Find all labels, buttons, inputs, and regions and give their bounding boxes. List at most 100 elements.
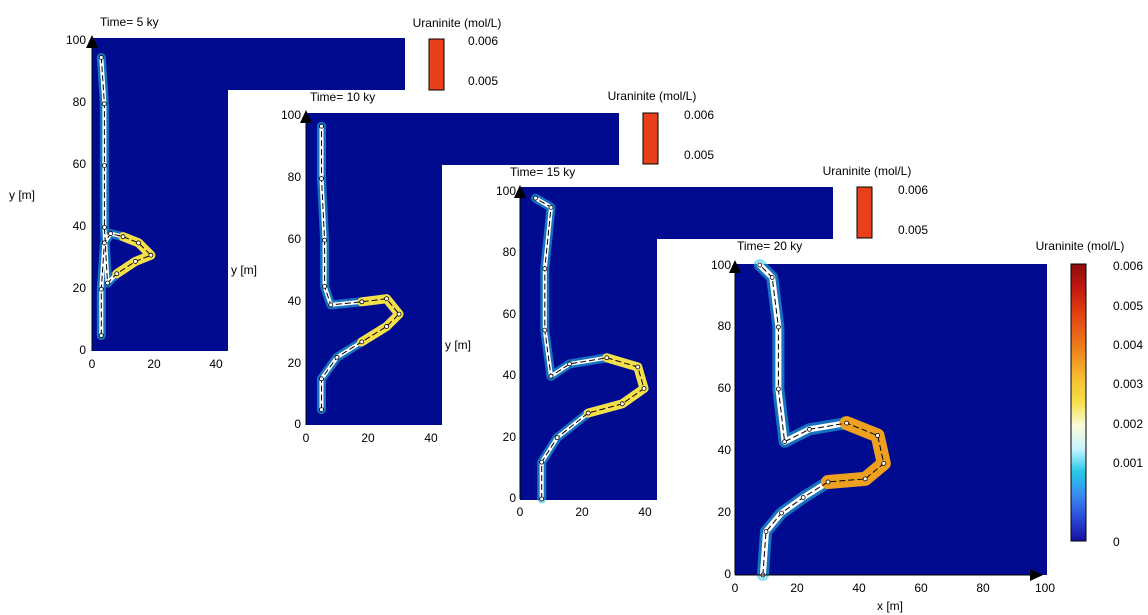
panel-5ky-xtick-2: 40 — [209, 357, 223, 371]
front-point-3-11 — [542, 266, 548, 272]
panel-15ky: Time= 15 ky Uraninite (mol/L) 0.006 0.00… — [445, 164, 928, 519]
panel-10ky-ytick-3: 60 — [288, 232, 302, 246]
panel-5ky-top-field — [92, 38, 405, 90]
front-point-1-2 — [102, 240, 107, 246]
panel-5ky-y-axis: 0 20 40 60 80 100 — [66, 33, 98, 357]
front-point-3-12 — [548, 204, 554, 210]
panel-20ky-ytick-2: 40 — [718, 443, 732, 457]
panel-15ky-y-axis: 0 20 40 60 80 100 — [496, 184, 526, 505]
panel-20ky-xlabel: x [m] — [877, 599, 903, 613]
panel-15ky-title: Time= 15 ky — [510, 165, 575, 179]
front-point-1-5 — [136, 240, 141, 246]
panel-10ky-ytick-1: 20 — [288, 356, 302, 370]
front-point-4-9 — [807, 426, 812, 432]
panel-10ky-cb-tick-1: 0.005 — [684, 148, 714, 162]
panel-5ky-ylabel: y [m] — [9, 188, 35, 202]
panel-10ky-ytick-0: 0 — [294, 417, 301, 431]
front-point-1-0 — [98, 333, 104, 338]
panel-5ky-colorbar-title: Uraninite (mol/L) — [413, 16, 502, 30]
front-point-1-13 — [98, 55, 104, 60]
panel-15ky-ytick-0: 0 — [509, 491, 516, 505]
panel-15ky-ytick-1: 20 — [503, 430, 517, 444]
front-point-4-10 — [782, 439, 787, 445]
front-point-1-4 — [120, 234, 126, 240]
panel-20ky-xtick-4: 80 — [976, 581, 990, 595]
front-point-4-14 — [757, 262, 763, 268]
front-point-4-4 — [825, 479, 831, 485]
front-point-3-4 — [619, 401, 625, 407]
front-point-2-11 — [319, 176, 324, 182]
panel-5ky-title: Time= 5 ky — [100, 15, 159, 29]
panel-20ky-title: Time= 20 ky — [737, 239, 802, 253]
panel-20ky-y-axis: 0 20 40 60 80 100 — [711, 258, 741, 581]
panel-20ky-colorbar-title: Uraninite (mol/L) — [1036, 239, 1125, 253]
panel-20ky-cb-tick-6: 0 — [1113, 535, 1120, 549]
panel-5ky-ytick-1: 20 — [73, 281, 87, 295]
panel-15ky-cb-tick-0: 0.006 — [898, 183, 928, 197]
front-point-4-5 — [862, 476, 868, 482]
panel-20ky-uraninite-front — [753, 259, 891, 581]
front-point-3-0 — [539, 496, 545, 502]
panel-20ky-xtick-3: 60 — [914, 581, 928, 595]
front-point-1-10 — [102, 224, 107, 230]
panel-20ky-colorbar-ticks: 0.006 0.005 0.004 0.003 0.002 0.001 0 — [1113, 259, 1143, 549]
panel-15ky-top-field — [520, 187, 833, 239]
panel-15ky-xtick-0: 0 — [517, 505, 524, 519]
panel-10ky-cb-tick-0: 0.006 — [684, 108, 714, 122]
front-point-4-3 — [800, 495, 806, 500]
front-point-1-6 — [148, 252, 154, 258]
front-point-3-9 — [548, 373, 554, 379]
panel-10ky: Time= 10 ky Uraninite (mol/L) 0.006 0.00… — [231, 89, 714, 445]
panel-20ky-y-arrow — [729, 260, 741, 273]
front-point-3-3 — [585, 410, 591, 416]
front-point-1-12 — [102, 101, 107, 107]
panel-10ky-xtick-2: 40 — [424, 431, 438, 445]
front-point-2-4 — [384, 324, 390, 329]
panel-20ky-x-arrow — [1030, 569, 1043, 581]
front-point-1-1 — [98, 286, 104, 292]
panel-10ky-y-axis: 0 20 40 60 80 100 — [281, 108, 312, 431]
panel-20ky-xtick-0: 0 — [732, 581, 739, 595]
panel-20ky-cb-tick-5: 0.001 — [1113, 456, 1143, 470]
panel-20ky-colorbar — [1070, 263, 1087, 542]
front-point-4-13 — [769, 274, 775, 280]
front-point-2-9 — [322, 283, 328, 289]
front-point-4-11 — [776, 386, 781, 392]
panel-20ky-cb-tick-2: 0.004 — [1113, 338, 1143, 352]
panel-15ky-ylabel: y [m] — [445, 338, 471, 352]
panel-15ky-cb-tick-1: 0.005 — [898, 223, 928, 237]
panel-15ky-ytick-2: 40 — [503, 368, 517, 382]
panel-15ky-colorbar-title: Uraninite (mol/L) — [823, 164, 912, 178]
front-point-3-2 — [554, 435, 560, 441]
panel-20ky-cb-tick-1: 0.005 — [1113, 299, 1143, 313]
front-point-4-8 — [844, 420, 849, 426]
panel-10ky-y-arrow — [300, 110, 312, 123]
front-point-2-1 — [319, 376, 324, 382]
front-point-3-13 — [533, 195, 538, 201]
panel-20ky-cb-tick-4: 0.002 — [1113, 417, 1143, 431]
panel-5ky-x-axis: 0 20 40 — [89, 357, 223, 371]
front-point-1-11 — [102, 163, 107, 169]
panel-10ky-top-field — [306, 113, 619, 165]
panel-10ky-colorbar-title: Uraninite (mol/L) — [608, 89, 697, 103]
panel-15ky-y-arrow — [514, 185, 526, 198]
front-contour-3 — [535, 197, 645, 499]
panel-5ky-xtick-1: 20 — [147, 357, 161, 371]
panel-15ky-uraninite-front — [531, 193, 649, 504]
front-point-4-6 — [881, 460, 887, 466]
panel-20ky-cb-tick-3: 0.003 — [1113, 377, 1143, 391]
front-point-2-8 — [328, 302, 334, 308]
front-point-3-1 — [539, 459, 545, 465]
panel-5ky-ytick-4: 80 — [73, 95, 87, 109]
panel-20ky-ytick-1: 20 — [718, 505, 732, 519]
panel-20ky-ytick-4: 80 — [718, 319, 732, 333]
panel-10ky-ytick-2: 40 — [288, 294, 302, 308]
front-point-4-7 — [875, 433, 880, 438]
panel-10ky-ylabel: y [m] — [231, 263, 257, 277]
panel-5ky-cb-tick-1: 0.005 — [468, 74, 498, 88]
front-point-2-5 — [396, 311, 402, 317]
front-point-1-3 — [108, 231, 113, 236]
front-point-2-12 — [319, 123, 324, 129]
panel-5ky-ytick-5: 100 — [66, 33, 86, 47]
panel-10ky-xtick-0: 0 — [303, 431, 310, 445]
